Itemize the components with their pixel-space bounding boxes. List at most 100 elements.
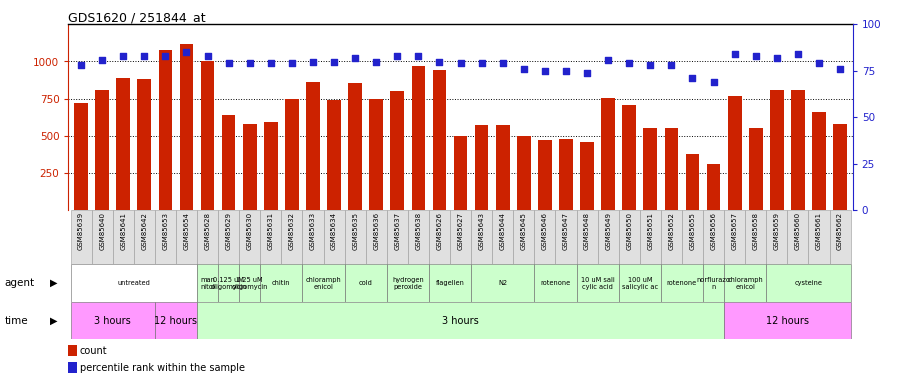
Text: 10 uM sali
cylic acid: 10 uM sali cylic acid <box>580 277 614 290</box>
Bar <box>197 210 218 264</box>
Bar <box>221 115 235 210</box>
Bar <box>576 210 597 264</box>
Text: time: time <box>5 316 28 326</box>
Bar <box>218 264 239 302</box>
Bar <box>369 99 383 210</box>
Text: GSM85661: GSM85661 <box>815 211 821 250</box>
Bar <box>706 164 720 210</box>
Text: chloramph
enicol: chloramph enicol <box>305 277 341 290</box>
Text: GSM85638: GSM85638 <box>415 211 421 250</box>
Bar <box>765 264 850 302</box>
Text: GSM85633: GSM85633 <box>310 211 315 250</box>
Bar <box>555 210 576 264</box>
Point <box>390 53 404 59</box>
Text: GSM85660: GSM85660 <box>794 211 800 250</box>
Point <box>305 58 320 64</box>
Bar <box>471 210 492 264</box>
Point <box>600 57 615 63</box>
Text: GSM85646: GSM85646 <box>541 211 548 250</box>
Bar <box>453 136 467 210</box>
Bar <box>155 302 197 339</box>
Text: GSM85634: GSM85634 <box>331 211 337 250</box>
Point <box>95 57 109 63</box>
Text: GSM85651: GSM85651 <box>647 211 652 250</box>
Text: GSM85655: GSM85655 <box>689 211 695 249</box>
Text: GSM85652: GSM85652 <box>668 211 673 249</box>
Text: ▶: ▶ <box>50 316 57 326</box>
Text: man
nitol: man nitol <box>200 277 215 290</box>
Point <box>705 79 720 85</box>
Bar <box>386 210 407 264</box>
Text: count: count <box>80 346 107 356</box>
Bar <box>239 210 260 264</box>
Bar <box>159 50 172 210</box>
Text: GSM85632: GSM85632 <box>289 211 294 250</box>
Bar <box>428 210 449 264</box>
Bar <box>790 90 804 210</box>
Bar <box>748 128 762 210</box>
Point <box>537 68 551 74</box>
Bar <box>218 210 239 264</box>
Bar <box>517 136 530 210</box>
Bar <box>576 264 618 302</box>
Text: ▶: ▶ <box>50 278 57 288</box>
Bar <box>138 80 151 210</box>
Point <box>242 60 257 66</box>
Bar <box>302 210 323 264</box>
Bar <box>660 210 681 264</box>
Text: GSM85647: GSM85647 <box>562 211 568 250</box>
Bar <box>197 264 218 302</box>
Bar <box>664 128 678 210</box>
Point <box>579 70 594 76</box>
Bar <box>285 99 299 210</box>
Text: GSM85658: GSM85658 <box>752 211 758 250</box>
Text: N2: N2 <box>497 280 507 286</box>
Text: GSM85657: GSM85657 <box>731 211 737 250</box>
Bar <box>197 302 723 339</box>
Bar <box>386 264 428 302</box>
Bar <box>95 90 109 210</box>
Bar <box>534 264 576 302</box>
Point <box>811 60 825 66</box>
Text: chloramph
enicol: chloramph enicol <box>726 277 763 290</box>
Bar <box>302 264 344 302</box>
Bar <box>70 302 155 339</box>
Bar <box>179 44 193 210</box>
Text: GSM85643: GSM85643 <box>478 211 484 250</box>
Bar <box>618 264 660 302</box>
Bar <box>640 210 660 264</box>
Bar <box>727 96 741 210</box>
Point <box>621 60 636 66</box>
Bar <box>68 345 77 356</box>
Bar <box>660 264 702 302</box>
Bar <box>833 124 846 210</box>
Bar <box>344 264 386 302</box>
Text: GSM85639: GSM85639 <box>78 211 84 250</box>
Bar <box>496 124 509 210</box>
Text: GSM85656: GSM85656 <box>710 211 716 250</box>
Bar <box>327 100 341 210</box>
Bar <box>91 210 113 264</box>
Point <box>369 58 384 64</box>
Text: norflurazo
n: norflurazo n <box>696 277 730 290</box>
Point <box>748 53 763 59</box>
Bar <box>134 210 155 264</box>
Point <box>263 60 278 66</box>
Bar <box>643 128 657 210</box>
Text: GSM85629: GSM85629 <box>225 211 231 250</box>
Bar <box>534 210 555 264</box>
Point <box>158 53 172 59</box>
Text: percentile rank within the sample: percentile rank within the sample <box>80 363 244 373</box>
Text: 1.25 uM
oligomycin: 1.25 uM oligomycin <box>231 277 268 290</box>
Bar <box>117 78 130 210</box>
Bar <box>74 103 87 210</box>
Bar <box>723 264 765 302</box>
Point <box>495 60 509 66</box>
Text: GSM85659: GSM85659 <box>773 211 779 250</box>
Point <box>453 60 467 66</box>
Bar <box>242 124 256 210</box>
Point <box>663 62 678 68</box>
Point <box>684 75 699 81</box>
Text: cold: cold <box>358 280 373 286</box>
Point <box>411 53 425 59</box>
